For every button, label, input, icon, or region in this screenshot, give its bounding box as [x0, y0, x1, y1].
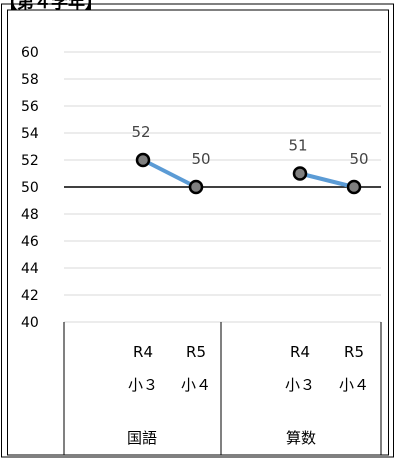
y-tick-label: 44 [21, 261, 39, 277]
y-axis-ticks: 40 42 44 46 48 50 52 54 56 58 60 [21, 45, 39, 331]
series-line [141, 158, 198, 189]
y-tick-label: 46 [21, 234, 39, 250]
inner-border [7, 9, 389, 456]
category-table: R4 小３ R5 小４ 国語 R4 小３ R5 小４ 算数 [63, 322, 382, 455]
category-grade-label: 小３ [285, 376, 315, 394]
y-tick-label: 42 [21, 288, 39, 304]
gridlines [64, 51, 381, 323]
data-labels: 52 50 51 50 [131, 123, 368, 168]
y-tick-label: 40 [21, 315, 39, 331]
y-tick-label: 48 [21, 207, 39, 223]
y-tick-label: 60 [21, 45, 39, 61]
data-label: 51 [288, 137, 307, 155]
y-tick-label: 58 [21, 72, 39, 88]
data-point [292, 166, 308, 181]
category-group-label: 算数 [286, 429, 316, 447]
data-point [346, 179, 362, 195]
category-year-label: R5 [344, 343, 364, 361]
series-line [298, 171, 356, 189]
category-group-label: 国語 [127, 429, 157, 447]
data-point [135, 152, 151, 168]
category-grade-label: 小４ [181, 376, 211, 394]
y-tick-label: 50 [21, 180, 39, 196]
y-tick-label: 52 [21, 153, 39, 169]
data-label: 50 [191, 150, 210, 168]
outer-border [1, 3, 394, 458]
category-year-label: R5 [186, 343, 206, 361]
series-lines [135, 152, 362, 195]
y-tick-label: 54 [21, 126, 39, 142]
category-grade-label: 小４ [339, 376, 369, 394]
category-year-label: R4 [133, 343, 153, 361]
data-point [188, 179, 204, 195]
data-label: 52 [131, 123, 150, 141]
category-grade-label: 小３ [128, 376, 158, 394]
data-label: 50 [349, 150, 368, 168]
category-year-label: R4 [290, 343, 310, 361]
y-tick-label: 56 [21, 99, 39, 115]
